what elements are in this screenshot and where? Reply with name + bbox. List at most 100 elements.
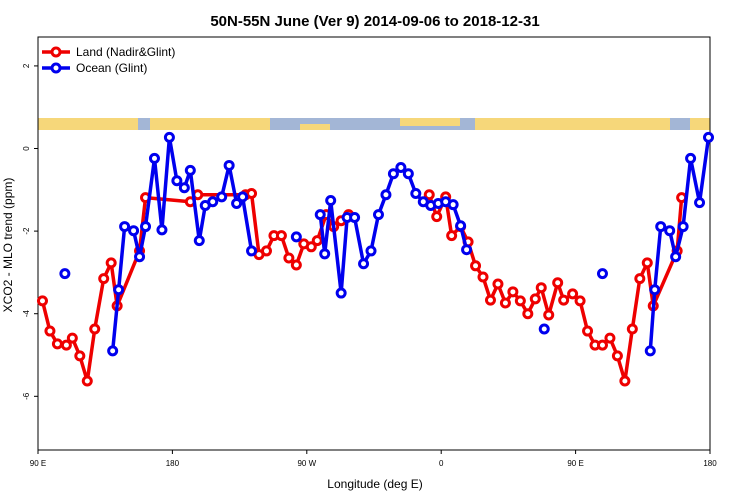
data-point: [477, 271, 489, 283]
data-point: [372, 209, 384, 221]
legend-label: Land (Nadir&Glint): [76, 45, 175, 59]
data-point: [677, 221, 689, 233]
legend-marker: [50, 46, 62, 58]
data-point: [134, 251, 146, 263]
y-tick-label: 2: [22, 63, 31, 68]
data-point: [484, 294, 496, 306]
data-point: [446, 230, 458, 242]
data-point: [522, 308, 534, 320]
data-point: [246, 245, 258, 257]
data-point: [529, 293, 541, 305]
data-point: [552, 277, 564, 289]
series-line: [318, 165, 469, 295]
data-point: [685, 152, 697, 164]
series-line: [427, 194, 684, 383]
data-point: [611, 350, 623, 362]
x-tick-label: 180: [166, 459, 180, 468]
data-point: [644, 345, 656, 357]
data-point: [275, 230, 287, 242]
data-point: [314, 209, 326, 221]
data-point: [163, 131, 175, 143]
data-point: [499, 297, 511, 309]
data-point: [670, 251, 682, 263]
data-point: [290, 259, 302, 271]
data-point: [538, 323, 550, 335]
legend-marker: [50, 62, 62, 74]
data-point: [178, 182, 190, 194]
data-point: [582, 325, 594, 337]
data-point: [664, 225, 676, 237]
plot-frame: [37, 36, 711, 451]
data-point: [558, 294, 570, 306]
data-point: [60, 339, 72, 351]
data-point: [305, 241, 317, 253]
x-tick-label: 90 W: [297, 459, 316, 468]
data-point: [74, 350, 86, 362]
data-point: [596, 268, 608, 280]
data-point: [349, 211, 361, 223]
y-tick-label: -4: [22, 310, 31, 318]
x-tick-label: 180: [703, 459, 717, 468]
data-point: [290, 231, 302, 243]
data-point: [148, 152, 160, 164]
data-point: [223, 159, 235, 171]
data-point: [567, 288, 579, 300]
data-point: [140, 221, 152, 233]
data-point: [51, 338, 63, 350]
data-point: [216, 191, 228, 203]
data-point: [325, 195, 337, 207]
data-point: [358, 258, 370, 270]
data-point: [237, 191, 249, 203]
data-point: [619, 375, 631, 387]
data-point: [596, 339, 608, 351]
data-point: [59, 268, 71, 280]
data-point: [81, 375, 93, 387]
land-ocean-strip: [38, 118, 710, 130]
data-point: [66, 332, 78, 344]
data-point: [395, 162, 407, 174]
x-tick-label: 90 E: [30, 459, 46, 468]
data-point: [461, 244, 473, 256]
data-point: [634, 273, 646, 285]
y-tick-label: 0: [22, 146, 31, 151]
data-point: [410, 188, 422, 200]
x-axis-label: Longitude (deg E): [327, 477, 422, 491]
x-tick-label: 0: [439, 459, 444, 468]
data-point: [574, 295, 586, 307]
data-point: [431, 211, 443, 223]
data-point: [470, 260, 482, 272]
data-point: [455, 220, 467, 232]
data-point: [380, 189, 392, 201]
data-point: [44, 325, 56, 337]
data-point: [319, 248, 331, 260]
data-point: [98, 273, 110, 285]
data-point: [365, 245, 377, 257]
data-point: [543, 309, 555, 321]
data-point: [535, 282, 547, 294]
data-point: [655, 221, 667, 233]
data-point: [231, 197, 243, 209]
data-point: [184, 164, 196, 176]
data-point: [402, 168, 414, 180]
series-line: [648, 137, 711, 352]
legend: Land (Nadir&Glint) Ocean (Glint): [42, 45, 175, 75]
chart-title: 50N-55N June (Ver 9) 2014-09-06 to 2018-…: [210, 13, 539, 30]
data-point: [649, 284, 661, 296]
data-point: [423, 189, 435, 201]
data-point: [260, 245, 272, 257]
data-point: [626, 323, 638, 335]
y-tick-label: -6: [22, 392, 31, 400]
data-point: [507, 286, 519, 298]
data-point: [492, 278, 504, 290]
x-tick-label: 90 E: [567, 459, 583, 468]
data-point: [283, 252, 295, 264]
data-point: [113, 284, 125, 296]
data-point: [604, 332, 616, 344]
data-point: [128, 225, 140, 237]
data-point: [207, 196, 219, 208]
data-point: [119, 221, 131, 233]
data-point: [335, 287, 347, 299]
y-axis-label: XCO2 - MLO trend (ppm): [1, 178, 15, 313]
data-point: [514, 295, 526, 307]
